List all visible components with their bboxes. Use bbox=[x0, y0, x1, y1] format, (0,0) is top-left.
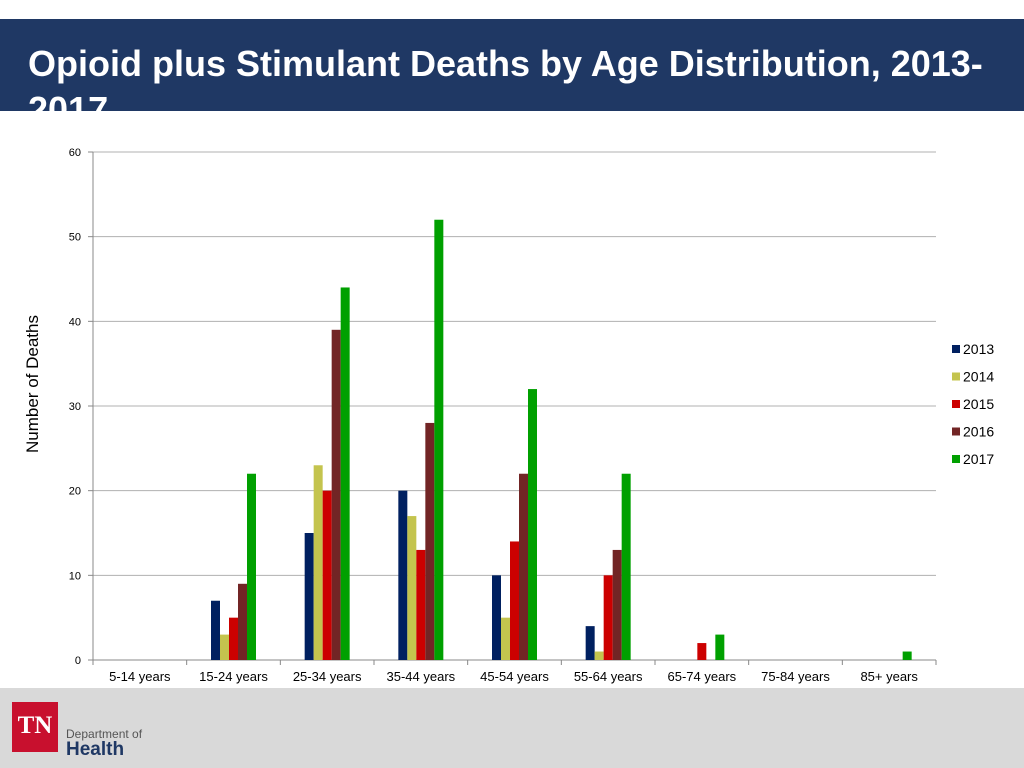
bar-2015-65-74-years bbox=[697, 643, 707, 660]
legend-swatch-2014 bbox=[952, 372, 960, 381]
legend-swatch-2017 bbox=[952, 455, 960, 463]
title-bar: Opioid plus Stimulant Deaths by Age Dist… bbox=[0, 19, 1024, 130]
x-tick-label: 25-34 years bbox=[293, 669, 362, 684]
bar-2015-55-64-years bbox=[603, 575, 613, 660]
x-tick-label: 65-74 years bbox=[668, 669, 737, 684]
logo-text: TN bbox=[17, 712, 53, 739]
bar-2015-25-34-years bbox=[322, 490, 332, 660]
bar-2014-25-34-years bbox=[313, 465, 323, 660]
bar-2017-45-54-years bbox=[528, 389, 537, 660]
bar-2013-45-54-years bbox=[492, 575, 501, 660]
bar-2014-45-54-years bbox=[501, 617, 510, 660]
legend-label-2016: 2016 bbox=[963, 424, 994, 440]
x-tick-label: 85+ years bbox=[860, 669, 918, 684]
health-label: Health bbox=[66, 739, 125, 760]
bar-2017-85-years bbox=[902, 651, 912, 660]
bar-2017-35-44-years bbox=[434, 219, 444, 660]
bar-2017-65-74-years bbox=[715, 634, 725, 660]
bar-2013-15-24-years bbox=[211, 600, 220, 660]
legend-label-2015: 2015 bbox=[963, 396, 994, 412]
bar-2016-55-64-years bbox=[612, 549, 622, 660]
x-tick-label: 45-54 years bbox=[480, 669, 549, 684]
y-tick-label: 0 bbox=[75, 655, 81, 667]
x-tick-label: 55-64 years bbox=[574, 669, 643, 684]
footer: TN Department of Health bbox=[0, 688, 1024, 768]
bar-2013-55-64-years bbox=[585, 626, 595, 660]
x-tick-label: 75-84 years bbox=[761, 669, 830, 684]
y-tick-label: 30 bbox=[69, 401, 81, 413]
bar-2016-35-44-years bbox=[425, 422, 435, 660]
bar-2015-45-54-years bbox=[510, 541, 519, 660]
x-tick-label: 35-44 years bbox=[387, 669, 456, 684]
legend-label-2013: 2013 bbox=[963, 341, 994, 357]
y-tick-label: 40 bbox=[69, 316, 81, 328]
legend-swatch-2016 bbox=[952, 427, 960, 436]
bar-2015-15-24-years bbox=[229, 617, 238, 660]
bar-2013-25-34-years bbox=[304, 533, 314, 660]
department-label: Department of bbox=[66, 727, 143, 741]
x-tick-label: 5-14 years bbox=[109, 669, 171, 684]
page-title: Opioid plus Stimulant Deaths by Age Dist… bbox=[28, 43, 983, 130]
y-tick-label: 10 bbox=[69, 570, 81, 582]
y-tick-label: 50 bbox=[69, 232, 81, 244]
tn-logo-icon: TN bbox=[12, 702, 58, 752]
y-axis-label: Number of Deaths bbox=[23, 315, 42, 453]
bar-2016-45-54-years bbox=[519, 473, 528, 660]
bar-2017-55-64-years bbox=[621, 473, 631, 660]
bar-2017-15-24-years bbox=[247, 473, 256, 660]
x-tick-label: 15-24 years bbox=[199, 669, 268, 684]
bar-2014-35-44-years bbox=[407, 516, 417, 660]
bar-2014-55-64-years bbox=[594, 651, 604, 660]
legend-label-2014: 2014 bbox=[963, 369, 994, 385]
bar-2016-25-34-years bbox=[331, 329, 341, 660]
bar-2017-25-34-years bbox=[340, 287, 350, 660]
y-tick-label: 60 bbox=[69, 147, 81, 159]
bar-2013-35-44-years bbox=[398, 490, 408, 660]
bar-chart: 0 10 20 30 40 50 60 5-14 years 15-24 years 25-34 … bbox=[23, 147, 994, 684]
y-tick-label: 20 bbox=[69, 486, 81, 498]
legend-label-2017: 2017 bbox=[963, 451, 994, 467]
bar-2014-15-24-years bbox=[220, 634, 229, 660]
legend-swatch-2013 bbox=[952, 345, 960, 353]
legend-swatch-2015 bbox=[952, 400, 960, 408]
bar-2016-15-24-years bbox=[238, 583, 247, 660]
bar-2015-35-44-years bbox=[416, 549, 426, 660]
